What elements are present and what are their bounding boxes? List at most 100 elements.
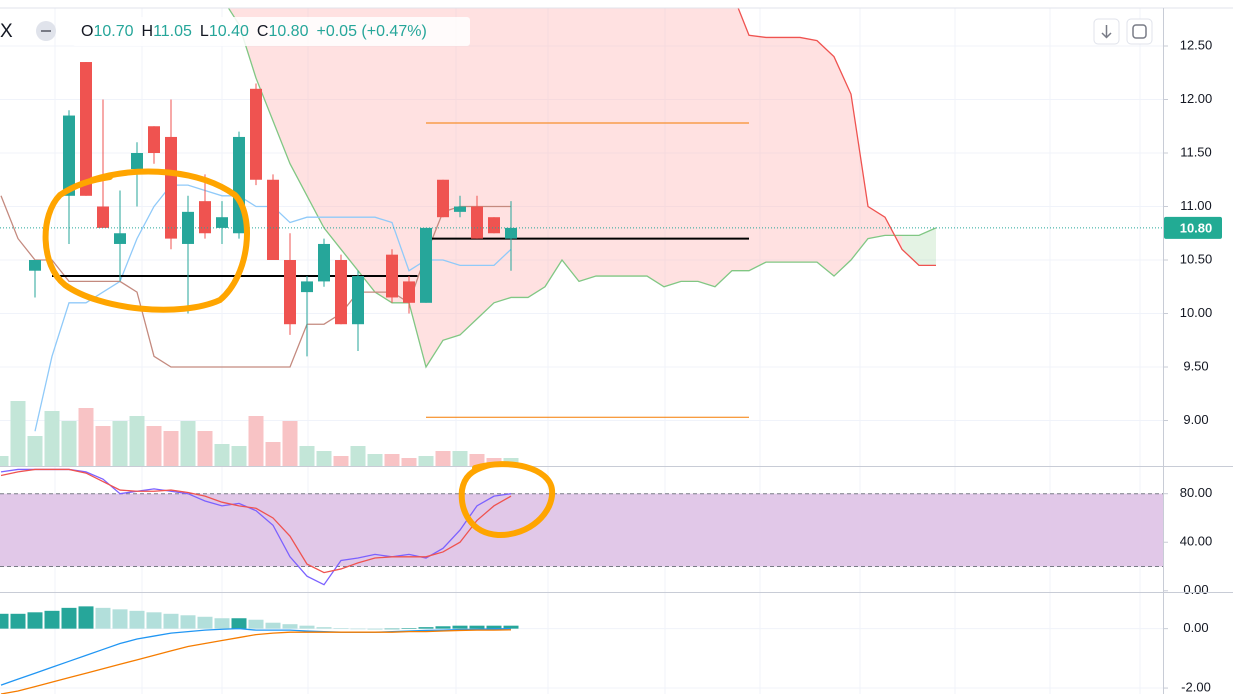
candle-body [301,281,313,293]
volume-bar [112,421,128,466]
candle-body [386,254,398,298]
cloud-fill [392,8,409,303]
candle-body [216,217,228,228]
cloud-fill [834,56,851,277]
y-tick-label: 12.50 [1180,37,1213,52]
volume-bar [44,411,60,466]
candle-body [165,136,177,239]
cloud-fill [341,8,358,271]
candle-body [471,206,483,239]
cloud-fill [511,8,528,298]
volume-bar [316,451,332,466]
cloud-fill [681,8,698,282]
volume-bar [27,436,43,466]
volume-bar [418,456,434,466]
histogram-bar [231,618,247,629]
volume-bar [299,446,315,466]
cloud-fill [783,37,800,263]
volume-bar [401,458,417,466]
y-tick-label: 0.00 [1183,582,1208,597]
histogram-bar [27,612,43,629]
volume-bar [129,416,145,466]
maximize-button[interactable] [1126,18,1153,45]
cloud-fill [664,8,681,287]
pane: 0.00 -2.00 [1164,620,1211,694]
cloud-fill [290,8,307,196]
change: +0.05 (+0.47%) [316,23,426,40]
cloud-fill [766,37,783,263]
histogram-bar [146,612,162,629]
y-tick-label: 40.00 [1180,534,1213,549]
histogram-bar [299,625,315,629]
candle-body [182,211,194,244]
cloud-fill [460,8,477,335]
volume-bar [214,444,230,466]
histogram-bar [350,628,366,630]
candle-body [335,260,347,325]
cloud-fill [358,8,375,293]
histogram-bar [282,624,298,629]
series-line [227,8,937,369]
label: H [142,23,154,40]
histogram-bar [384,628,400,630]
candle-body [352,276,364,325]
volume-bar [10,401,26,466]
symbol: X [0,21,13,42]
histogram-bar [503,625,519,629]
cloud-fill [613,8,630,277]
cloud-fill [545,8,562,287]
series-line [0,629,512,694]
cloud-fill [324,8,341,250]
candle-body [29,260,41,271]
label: L [200,23,209,40]
cloud-fill [630,8,647,277]
cloud-fill [596,8,613,277]
cloud-fill [919,227,936,266]
candle-body [318,243,330,282]
candle-body [131,152,143,170]
y-tick-label: 0.00 [1183,620,1208,635]
value: 10.40 [209,23,249,40]
candle-body [80,62,92,196]
histogram-bar [435,626,451,629]
candle-body [284,260,296,325]
value: 10.70 [93,23,133,40]
y-tick-label: 11.50 [1180,144,1212,159]
highlight-circle [458,461,556,539]
volume-bar [367,454,383,466]
ohlc-legend: O10.70 H11.05 L10.40 C10.80 +0.05 (+0.47%) [81,23,427,40]
volume-bar [61,421,77,466]
y-tick-label: 10.50 [1180,251,1213,266]
histogram-bar [452,625,468,629]
volume-bar [146,426,162,466]
series-line [0,627,512,686]
histogram-bar [180,615,196,629]
series-line [0,468,512,586]
last-price-tag [1164,216,1222,239]
y-tick-label: 9.00 [1183,412,1208,427]
volume-bar [435,451,451,466]
histogram-bar [367,628,383,630]
series-line [0,468,512,574]
histogram-bar [129,610,145,629]
pane: 12.50 12.00 11.50 11.00 10.50 10.00 9.50 9.00 10… [1164,37,1222,427]
histogram-bar [95,607,111,629]
pane: 80.00 40.00 0.00 [1164,485,1212,597]
candle-body [437,179,449,218]
histogram-bar [112,609,128,629]
pane [0,8,1163,466]
histogram-bar [0,613,9,629]
pane [0,606,1163,694]
candle-body [420,227,432,303]
y-tick-label: 9.50 [1183,358,1208,373]
cloud-fill [732,8,749,271]
histogram-bar [265,622,281,629]
y-tick-label: -2.00 [1181,679,1211,694]
cloud-fill [800,37,817,263]
volume-bar [231,446,247,466]
label: C [257,23,269,40]
cloud-fill [528,8,545,298]
square-icon [1132,24,1147,39]
